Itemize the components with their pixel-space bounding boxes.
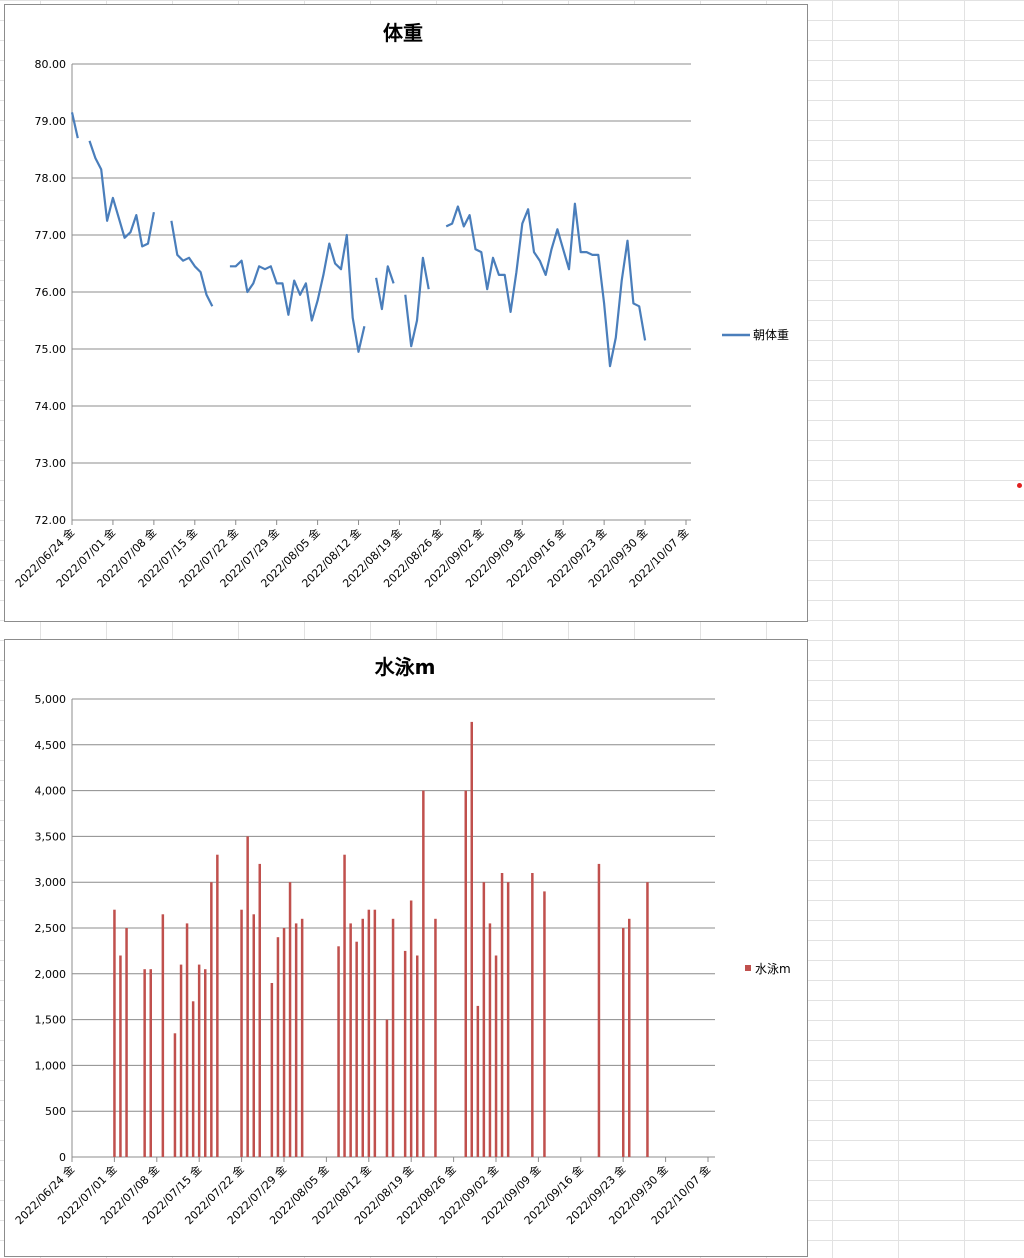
- bar: [216, 854, 219, 1157]
- bar: [622, 928, 625, 1157]
- series-line-segment: [445, 202, 647, 368]
- swim-chart-svg: 水泳m 0 500 1,000 1,500 2,000 2,500 3,000 3,500 4,…: [12, 655, 791, 1227]
- y-tick-label: 80.00: [35, 58, 67, 71]
- y-tick-label: 74.00: [35, 400, 67, 413]
- bar: [494, 955, 498, 1157]
- legend-label: 水泳m: [755, 962, 791, 976]
- bar: [113, 909, 116, 1157]
- y-tick-label: 3,500: [35, 830, 67, 843]
- y-axis-ticks: 72.00 73.00 74.00 75.00 76.00 77.00 78.00 79.00…: [35, 58, 67, 527]
- grid-lines: [71, 63, 691, 521]
- bar: [149, 969, 152, 1157]
- series-line-segment: [88, 140, 155, 248]
- y-tick-label: 4,500: [35, 739, 67, 752]
- series-line-segment: [375, 265, 395, 311]
- bar: [422, 790, 425, 1157]
- bar: [597, 863, 601, 1157]
- bar: [204, 969, 207, 1157]
- bar: [276, 937, 280, 1157]
- bar: [179, 964, 183, 1157]
- bar: [361, 918, 364, 1157]
- y-tick-label: 500: [45, 1105, 66, 1118]
- y-tick-label: 77.00: [35, 229, 67, 242]
- bar: [391, 918, 395, 1157]
- bar: [300, 918, 304, 1157]
- bar: [349, 923, 352, 1157]
- y-tick-label: 5,000: [35, 693, 67, 706]
- y-tick-label: 0: [59, 1151, 66, 1164]
- bar: [646, 882, 649, 1157]
- swim-chart[interactable]: 水泳m 0 500 1,000 1,500 2,000 2,500 3,000 3,500 4,…: [4, 639, 808, 1257]
- bar: [628, 918, 631, 1157]
- bar: [240, 909, 243, 1157]
- bar: [343, 854, 346, 1157]
- legend-label: 朝体重: [753, 328, 789, 342]
- bar: [385, 1019, 389, 1157]
- bar: [191, 1001, 195, 1157]
- bar: [282, 928, 286, 1157]
- bar: [470, 721, 473, 1157]
- series-line-segment: [229, 233, 366, 353]
- bar: [173, 1033, 177, 1157]
- bar: [367, 909, 371, 1157]
- legend: 水泳m: [745, 962, 791, 976]
- legend-swatch: [745, 965, 751, 971]
- bar: [258, 863, 261, 1157]
- bar: [434, 918, 437, 1157]
- chart-title: 体重: [383, 21, 423, 45]
- bar: [409, 900, 413, 1157]
- bar: [464, 790, 467, 1157]
- series-line-segment: [170, 220, 214, 307]
- series-line-segment: [70, 112, 79, 139]
- chart-title: 水泳m: [375, 655, 436, 679]
- bar: [143, 969, 146, 1157]
- stray-marker: [1017, 483, 1022, 488]
- weight-chart-svg: 体重 72.00 73.00 74.00 75.00 76.00 77.00 78.00 79…: [12, 21, 789, 590]
- bar: [246, 836, 249, 1157]
- bar: [125, 928, 128, 1157]
- legend: 朝体重: [722, 328, 789, 342]
- bar: [403, 950, 407, 1157]
- y-tick-label: 78.00: [35, 172, 67, 185]
- weight-chart[interactable]: 体重 72.00 73.00 74.00 75.00 76.00 77.00 78.00 79…: [4, 4, 808, 622]
- y-tick-label: 2,500: [35, 922, 67, 935]
- bar: [270, 983, 274, 1157]
- series-lines: [70, 112, 647, 368]
- bar: [416, 955, 419, 1157]
- bar: [252, 914, 255, 1157]
- bar: [161, 914, 165, 1157]
- y-axis-ticks: 0 500 1,000 1,500 2,000 2,500 3,000 3,500 4,000 4…: [35, 693, 67, 1164]
- series-bars: [113, 721, 649, 1157]
- y-tick-label: 3,000: [35, 876, 67, 889]
- y-tick-label: 2,000: [35, 968, 67, 981]
- bar: [488, 923, 492, 1157]
- y-tick-label: 79.00: [35, 115, 67, 128]
- series-line-segment: [404, 256, 430, 348]
- y-tick-label: 75.00: [35, 343, 67, 356]
- y-tick-label: 4,000: [35, 785, 67, 798]
- y-tick-label: 1,000: [35, 1059, 67, 1072]
- bar: [294, 923, 298, 1157]
- bar: [531, 873, 534, 1157]
- y-tick-label: 76.00: [35, 286, 67, 299]
- bar: [482, 882, 486, 1157]
- bar: [373, 909, 377, 1157]
- bar: [185, 923, 189, 1157]
- bar: [500, 873, 504, 1157]
- bar: [288, 882, 292, 1157]
- bar: [476, 1005, 480, 1157]
- y-tick-label: 1,500: [35, 1014, 67, 1027]
- bar: [506, 882, 510, 1157]
- bar: [119, 955, 122, 1157]
- y-tick-label: 73.00: [35, 457, 67, 470]
- bar: [543, 891, 546, 1157]
- y-tick-label: 72.00: [35, 514, 67, 527]
- bar: [210, 882, 213, 1157]
- bar: [337, 946, 340, 1157]
- bar: [197, 964, 201, 1157]
- bar: [355, 941, 358, 1157]
